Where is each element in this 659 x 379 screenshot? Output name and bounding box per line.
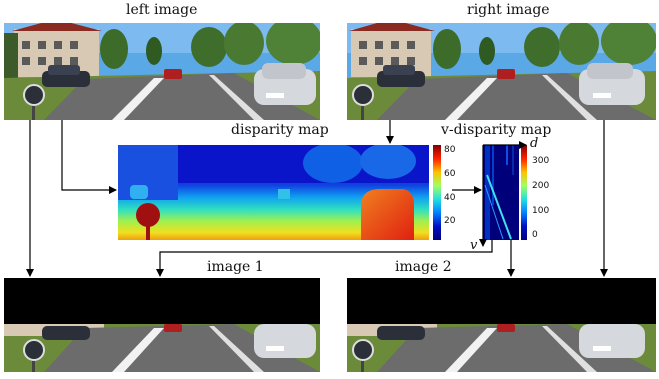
disparity-map-graphic — [118, 145, 429, 240]
axis-d-label: d — [530, 136, 539, 151]
vdisp-tick-200: 200 — [532, 181, 550, 191]
axis-v-label: v — [470, 238, 478, 253]
disparity-tick-60: 60 — [444, 169, 456, 179]
left-image — [4, 23, 320, 120]
v-disparity-map — [483, 145, 519, 240]
arrow-left-to-disparity — [61, 120, 117, 194]
image-1-black-region — [4, 278, 320, 324]
v-disparity-colorbar — [521, 145, 527, 240]
disparity-tick-40: 40 — [444, 193, 456, 203]
disparity-map — [118, 145, 429, 240]
disparity-colorbar — [433, 145, 441, 240]
image-2-label: image 2 — [395, 259, 452, 275]
vdisp-tick-0: 0 — [532, 230, 538, 240]
left-image-label: left image — [126, 2, 198, 18]
right-image-label: right image — [467, 2, 550, 18]
right-image — [347, 23, 656, 120]
left-street-scene — [4, 23, 320, 120]
vdisp-tick-300: 300 — [532, 156, 550, 166]
image-1 — [4, 324, 320, 372]
disparity-tick-80: 80 — [444, 145, 456, 155]
image-2-black-region — [347, 278, 656, 324]
image-1-scene — [4, 324, 320, 372]
image-1-label: image 1 — [207, 259, 264, 275]
image-2-scene — [347, 324, 656, 372]
disparity-tick-20: 20 — [444, 216, 456, 226]
vdisp-tick-100: 100 — [532, 206, 550, 216]
right-street-scene — [347, 23, 656, 120]
disparity-map-label: disparity map — [231, 122, 329, 138]
v-disparity-graphic — [483, 145, 519, 240]
image-2 — [347, 324, 656, 372]
v-disparity-map-label: v-disparity map — [441, 122, 552, 138]
